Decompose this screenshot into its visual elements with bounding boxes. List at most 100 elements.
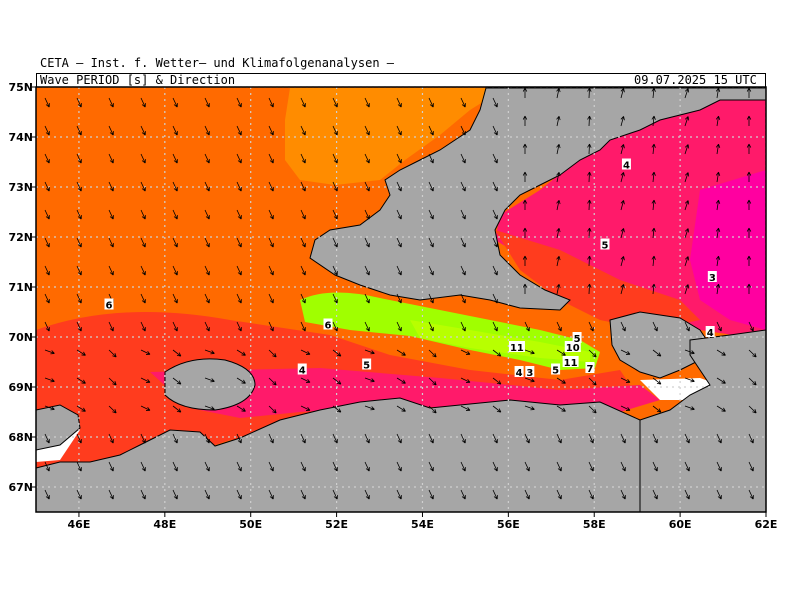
- direction-arrow: [268, 433, 274, 444]
- contour-label-bg: [585, 362, 595, 373]
- direction-arrow: [76, 349, 86, 356]
- direction-arrow: [76, 489, 82, 500]
- direction-arrow: [332, 489, 338, 500]
- direction-arrow: [716, 433, 722, 444]
- direction-arrow: [236, 461, 242, 472]
- direction-arrow: [204, 125, 210, 136]
- product-title: Wave PERIOD [s] & Direction: [40, 73, 236, 87]
- lat-tick-label: 73N: [8, 181, 33, 194]
- direction-arrow: [140, 405, 151, 411]
- direction-arrow: [108, 321, 114, 332]
- direction-arrow: [492, 433, 498, 444]
- direction-arrow: [76, 321, 82, 332]
- direction-arrow: [428, 293, 434, 304]
- novaya-zemlya-land: [309, 87, 766, 311]
- direction-arrow: [172, 153, 178, 164]
- direction-arrow: [428, 433, 434, 444]
- direction-arrow: [460, 377, 471, 383]
- direction-arrow: [524, 321, 530, 332]
- direction-arrow: [364, 461, 370, 472]
- direction-arrow: [140, 97, 146, 108]
- direction-arrow: [76, 237, 82, 248]
- direction-arrow: [684, 88, 690, 99]
- direction-arrow: [44, 321, 50, 332]
- direction-arrow: [236, 433, 242, 444]
- contour-label-bg: [621, 158, 631, 170]
- direction-arrow: [748, 321, 754, 332]
- direction-arrow: [300, 237, 306, 248]
- direction-arrow: [684, 284, 690, 295]
- direction-arrow: [268, 181, 274, 192]
- direction-arrow: [522, 143, 528, 154]
- direction-arrow: [140, 461, 146, 472]
- direction-arrow: [460, 125, 466, 136]
- direction-arrow: [76, 405, 86, 412]
- direction-arrow: [556, 87, 561, 99]
- direction-arrow: [684, 256, 690, 267]
- direction-arrow: [140, 209, 146, 220]
- direction-arrow: [715, 87, 721, 99]
- direction-arrow: [746, 115, 752, 126]
- period-11-core: [410, 320, 590, 362]
- direction-arrow: [620, 433, 626, 444]
- direction-arrow: [746, 143, 752, 154]
- direction-arrow: [620, 489, 626, 500]
- direction-arrow: [44, 349, 55, 355]
- direction-arrow: [108, 377, 117, 386]
- direction-arrow: [44, 265, 50, 276]
- direction-arrow: [587, 199, 592, 211]
- direction-arrow: [492, 489, 498, 500]
- direction-arrow: [332, 321, 338, 332]
- direction-arrow: [300, 97, 306, 108]
- direction-arrow: [300, 377, 311, 383]
- lon-tick-label: 50E: [239, 518, 262, 531]
- direction-arrow: [44, 405, 55, 411]
- direction-arrow: [428, 321, 434, 332]
- direction-arrow: [332, 433, 338, 444]
- direction-arrow: [108, 405, 117, 414]
- direction-arrow: [364, 97, 370, 108]
- direction-arrow: [748, 489, 754, 500]
- direction-arrow: [460, 209, 466, 220]
- direction-arrow: [588, 489, 594, 500]
- direction-arrow: [300, 265, 306, 276]
- contour-label: 3: [526, 368, 533, 379]
- direction-arrow: [460, 153, 466, 164]
- direction-arrow: [684, 321, 690, 332]
- direction-arrow: [651, 171, 656, 183]
- direction-arrow: [172, 405, 182, 413]
- direction-arrow: [684, 116, 690, 127]
- direction-arrow: [76, 181, 82, 192]
- direction-arrow: [396, 97, 402, 108]
- direction-arrow: [396, 377, 406, 384]
- direction-arrow: [587, 171, 592, 183]
- direction-arrow: [652, 321, 658, 332]
- institute-title: CETA – Inst. f. Wetter– und Klimafolgena…: [40, 56, 395, 70]
- direction-arrow: [44, 209, 50, 220]
- lat-tick-label: 67N: [8, 481, 33, 494]
- period-5-corridor: [495, 230, 700, 330]
- direction-arrow: [332, 153, 338, 164]
- direction-arrow: [620, 144, 625, 155]
- direction-arrow: [236, 321, 242, 332]
- direction-arrow: [268, 321, 274, 332]
- direction-arrow: [746, 87, 752, 98]
- lat-tick-label: 72N: [8, 231, 33, 244]
- contour-label-bg: [562, 356, 579, 367]
- direction-arrow: [236, 209, 242, 220]
- direction-arrow: [76, 97, 82, 108]
- direction-arrow: [620, 228, 625, 239]
- direction-arrow: [332, 209, 338, 220]
- direction-arrow: [492, 461, 498, 472]
- contour-label: 5: [574, 334, 581, 345]
- direction-arrow: [428, 209, 434, 220]
- direction-arrow: [524, 433, 530, 444]
- direction-arrow: [396, 153, 402, 164]
- lon-tick-label: 62E: [755, 518, 778, 531]
- direction-arrow: [364, 321, 370, 332]
- direction-arrow: [492, 97, 498, 108]
- lat-tick-label: 74N: [8, 131, 33, 144]
- direction-arrow: [396, 181, 402, 192]
